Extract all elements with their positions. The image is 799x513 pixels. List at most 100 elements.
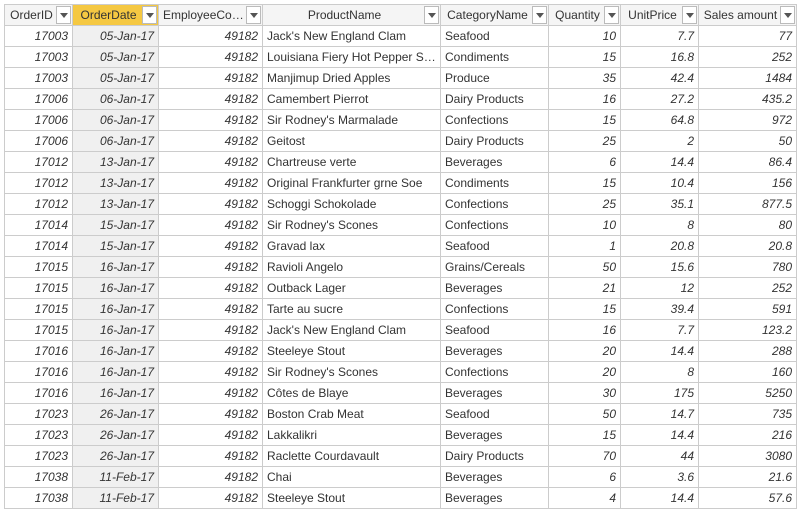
cell-sales_amount: 123.2	[699, 320, 797, 341]
table-body: 1700305-Jan-1749182Jack's New England Cl…	[5, 26, 797, 509]
table-row[interactable]: 1700305-Jan-1749182Louisiana Fiery Hot P…	[5, 47, 797, 68]
cell-order_id: 17038	[5, 467, 73, 488]
filter-button-quantity[interactable]	[604, 6, 619, 24]
cell-order_date: 16-Jan-17	[73, 257, 159, 278]
chevron-down-icon	[146, 13, 154, 18]
cell-order_date: 13-Jan-17	[73, 194, 159, 215]
table-row[interactable]: 1700606-Jan-1749182GeitostDairy Products…	[5, 131, 797, 152]
table-row[interactable]: 1701415-Jan-1749182Sir Rodney's SconesCo…	[5, 215, 797, 236]
cell-sales_amount: 435.2	[699, 89, 797, 110]
cell-employee_code: 49182	[159, 320, 263, 341]
cell-order_id: 17015	[5, 299, 73, 320]
cell-product_name: Chartreuse verte	[263, 152, 441, 173]
cell-order_date: 05-Jan-17	[73, 47, 159, 68]
cell-employee_code: 49182	[159, 89, 263, 110]
column-header-order_date[interactable]: OrderDate	[73, 5, 159, 26]
column-label: UnitPrice	[628, 8, 677, 22]
table-row[interactable]: 1701616-Jan-1749182Côtes de BlayeBeverag…	[5, 383, 797, 404]
cell-order_date: 16-Jan-17	[73, 383, 159, 404]
cell-category_name: Confections	[441, 299, 549, 320]
cell-unit_price: 8	[621, 362, 699, 383]
cell-order_id: 17012	[5, 194, 73, 215]
cell-order_date: 15-Jan-17	[73, 236, 159, 257]
cell-employee_code: 49182	[159, 47, 263, 68]
cell-order_date: 11-Feb-17	[73, 467, 159, 488]
cell-order_id: 17016	[5, 341, 73, 362]
table-row[interactable]: 1703811-Feb-1749182Steeleye StoutBeverag…	[5, 488, 797, 509]
cell-order_date: 26-Jan-17	[73, 404, 159, 425]
cell-quantity: 15	[549, 110, 621, 131]
table-row[interactable]: 1701616-Jan-1749182Sir Rodney's SconesCo…	[5, 362, 797, 383]
table-row[interactable]: 1702326-Jan-1749182LakkalikriBeverages15…	[5, 425, 797, 446]
column-header-unit_price[interactable]: UnitPrice	[621, 5, 699, 26]
filter-button-category_name[interactable]	[532, 6, 547, 24]
cell-quantity: 10	[549, 215, 621, 236]
cell-quantity: 70	[549, 446, 621, 467]
cell-quantity: 15	[549, 173, 621, 194]
cell-sales_amount: 57.6	[699, 488, 797, 509]
table-row[interactable]: 1701213-Jan-1749182Chartreuse verteBever…	[5, 152, 797, 173]
cell-sales_amount: 20.8	[699, 236, 797, 257]
filter-button-sales_amount[interactable]	[780, 6, 795, 24]
column-header-product_name[interactable]: ProductName	[263, 5, 441, 26]
cell-employee_code: 49182	[159, 215, 263, 236]
filter-button-product_name[interactable]	[424, 6, 439, 24]
table-row[interactable]: 1700305-Jan-1749182Manjimup Dried Apples…	[5, 68, 797, 89]
table-row[interactable]: 1701616-Jan-1749182Steeleye StoutBeverag…	[5, 341, 797, 362]
column-header-quantity[interactable]: Quantity	[549, 5, 621, 26]
cell-order_date: 13-Jan-17	[73, 152, 159, 173]
cell-employee_code: 49182	[159, 446, 263, 467]
table-row[interactable]: 1701213-Jan-1749182Original Frankfurter …	[5, 173, 797, 194]
cell-product_name: Louisiana Fiery Hot Pepper Sauce	[263, 47, 441, 68]
table-row[interactable]: 1701516-Jan-1749182Ravioli AngeloGrains/…	[5, 257, 797, 278]
column-label: OrderID	[10, 8, 53, 22]
table-row[interactable]: 1700606-Jan-1749182Sir Rodney's Marmalad…	[5, 110, 797, 131]
cell-product_name: Tarte au sucre	[263, 299, 441, 320]
column-header-sales_amount[interactable]: Sales amount	[699, 5, 797, 26]
table-row[interactable]: 1701516-Jan-1749182Jack's New England Cl…	[5, 320, 797, 341]
table-row[interactable]: 1701213-Jan-1749182Schoggi SchokoladeCon…	[5, 194, 797, 215]
table-row[interactable]: 1702326-Jan-1749182Boston Crab MeatSeafo…	[5, 404, 797, 425]
cell-order_date: 26-Jan-17	[73, 425, 159, 446]
cell-order_date: 06-Jan-17	[73, 131, 159, 152]
table-row[interactable]: 1702326-Jan-1749182Raclette CourdavaultD…	[5, 446, 797, 467]
cell-order_id: 17006	[5, 131, 73, 152]
table-row[interactable]: 1700606-Jan-1749182Camembert PierrotDair…	[5, 89, 797, 110]
table-row[interactable]: 1701516-Jan-1749182Tarte au sucreConfect…	[5, 299, 797, 320]
cell-category_name: Dairy Products	[441, 446, 549, 467]
cell-quantity: 16	[549, 89, 621, 110]
cell-order_id: 17016	[5, 383, 73, 404]
table-row[interactable]: 1703811-Feb-1749182ChaiBeverages63.621.6	[5, 467, 797, 488]
filter-button-order_id[interactable]	[56, 6, 71, 24]
column-label: Quantity	[555, 8, 600, 22]
column-header-order_id[interactable]: OrderID	[5, 5, 73, 26]
table-row[interactable]: 1701516-Jan-1749182Outback LagerBeverage…	[5, 278, 797, 299]
table-row[interactable]: 1701415-Jan-1749182Gravad laxSeafood120.…	[5, 236, 797, 257]
cell-quantity: 25	[549, 131, 621, 152]
column-label: ProductName	[308, 8, 381, 22]
chevron-down-icon	[686, 13, 694, 18]
cell-quantity: 50	[549, 404, 621, 425]
cell-product_name: Côtes de Blaye	[263, 383, 441, 404]
cell-sales_amount: 252	[699, 47, 797, 68]
cell-sales_amount: 86.4	[699, 152, 797, 173]
cell-unit_price: 44	[621, 446, 699, 467]
cell-sales_amount: 972	[699, 110, 797, 131]
filter-button-unit_price[interactable]	[682, 6, 697, 24]
cell-quantity: 20	[549, 362, 621, 383]
cell-quantity: 6	[549, 152, 621, 173]
cell-employee_code: 49182	[159, 68, 263, 89]
cell-quantity: 1	[549, 236, 621, 257]
column-header-category_name[interactable]: CategoryName	[441, 5, 549, 26]
filter-button-order_date[interactable]	[142, 6, 157, 24]
column-header-employee_code[interactable]: EmployeeCode	[159, 5, 263, 26]
cell-order_id: 17016	[5, 362, 73, 383]
filter-button-employee_code[interactable]	[246, 6, 261, 24]
cell-order_date: 05-Jan-17	[73, 68, 159, 89]
cell-order_id: 17014	[5, 215, 73, 236]
cell-employee_code: 49182	[159, 425, 263, 446]
cell-unit_price: 27.2	[621, 89, 699, 110]
cell-sales_amount: 156	[699, 173, 797, 194]
table-row[interactable]: 1700305-Jan-1749182Jack's New England Cl…	[5, 26, 797, 47]
cell-employee_code: 49182	[159, 236, 263, 257]
